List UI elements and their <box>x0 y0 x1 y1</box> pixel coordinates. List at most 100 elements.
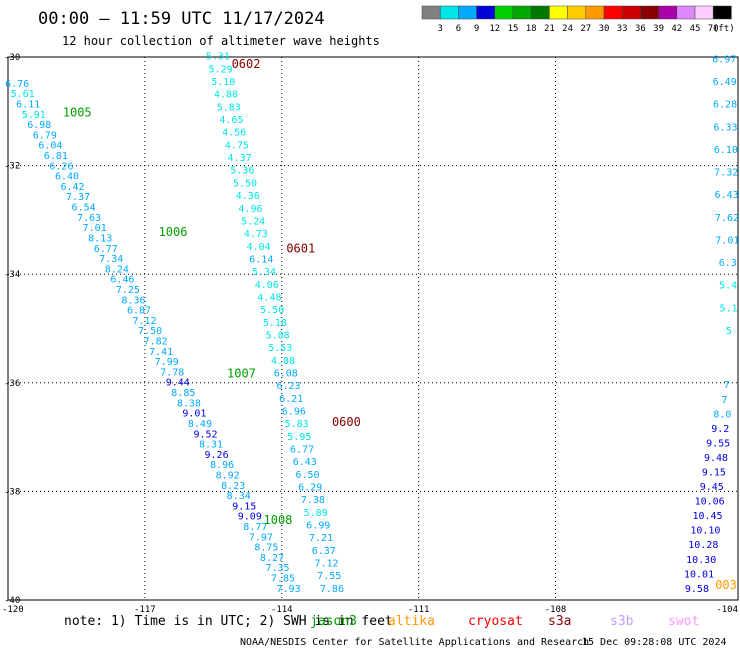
swh-data-point: 4.06 <box>255 280 279 291</box>
satellite-label-s3a: s3a <box>548 614 571 629</box>
legend-label: 9 <box>474 24 479 34</box>
chart-subtitle: 12 hour collection of altimeter wave hei… <box>62 34 380 48</box>
legend-swatch <box>458 5 477 20</box>
legend-label: 33 <box>617 24 628 34</box>
swh-data-point: 5.34 <box>252 267 276 278</box>
swh-data-point: 8.24 <box>105 264 129 275</box>
y-tick-label: -34 <box>4 270 20 280</box>
y-tick-label: -38 <box>4 487 20 497</box>
swh-data-point: 4.88 <box>271 356 295 367</box>
swh-data-point: 9.45 <box>700 482 724 493</box>
legend-label: 27 <box>580 24 591 34</box>
swh-data-point: 9.2 <box>711 424 729 435</box>
swh-data-point: 10.01 <box>684 569 714 580</box>
y-tick-label: -30 <box>4 53 20 63</box>
swh-data-point: 9.48 <box>704 453 728 464</box>
x-axis-ticks: -120 -117 -114 -111 -108 -104 <box>2 605 738 615</box>
swh-data-point: 9.58 <box>685 584 709 595</box>
swh-data-point: 4.73 <box>244 229 268 240</box>
x-tick-label: -104 <box>716 605 738 615</box>
satellite-label-s3b: s3b <box>610 614 634 629</box>
swh-data-point: 5.31 <box>206 52 230 63</box>
swh-data-point: 8.38 <box>177 398 201 409</box>
chart-title: 00:00 — 11:59 UTC 11/17/2024 <box>38 9 325 29</box>
swh-data-point: 4.65 <box>219 115 243 126</box>
swh-data-point: 6.43 <box>715 190 739 201</box>
swh-data-point: 4.04 <box>247 242 271 253</box>
footnote: note: 1) Time is in UTC; 2) SWH is in fe… <box>64 614 393 629</box>
swh-data-point: 7.38 <box>301 495 325 506</box>
legend-label: 18 <box>526 24 537 34</box>
swh-data-point: 5.08 <box>266 330 290 341</box>
legend-label: 6 <box>456 24 461 34</box>
swh-data-point: 8.31 <box>199 440 223 451</box>
y-tick-label: -36 <box>4 379 20 389</box>
legend-swatch <box>603 5 623 20</box>
swh-data-point: 5.91 <box>22 110 46 121</box>
legend-swatch <box>585 5 605 20</box>
legend-label: 3 <box>437 24 442 34</box>
swh-data-point: 5.1 <box>719 303 737 314</box>
swh-data-point: 8.0 <box>713 409 731 420</box>
swh-data-point: 6.23 <box>276 381 300 392</box>
swh-data-point: 7.25 <box>116 285 140 296</box>
swh-data-point: 6.96 <box>282 406 306 417</box>
swh-data-point: 6.10 <box>714 145 738 156</box>
swh-data-point: 6.97 <box>712 54 736 65</box>
grid-lines <box>8 57 738 600</box>
satellite-legend: jason3 altika cryosat s3a s3b swot <box>310 614 699 629</box>
legend-label: 70 <box>708 24 719 34</box>
legend-swatch <box>567 5 587 20</box>
swh-data-point: 9.52 <box>193 429 217 440</box>
legend-swatch <box>658 5 678 20</box>
swh-data-point: 7.01 <box>83 223 107 234</box>
legend-label: 42 <box>671 24 682 34</box>
legend-swatch <box>476 5 496 20</box>
legend-label: 36 <box>635 24 646 34</box>
swh-data-point: 6.76 <box>5 79 29 90</box>
swh-data-point: 5.53 <box>268 343 292 354</box>
plot-frame <box>7 56 739 601</box>
swh-data-point: 6.37 <box>312 546 336 557</box>
swh-data-point: 6.33 <box>713 122 737 133</box>
swh-data-point: 6.98 <box>27 120 51 131</box>
swh-data-point: 4.48 <box>257 292 281 303</box>
swh-data-point: 5.95 <box>287 432 311 443</box>
y-tick-label: -40 <box>4 596 20 606</box>
swh-data-point: 6.28 <box>713 100 737 111</box>
swh-data-point: 6.54 <box>72 203 96 214</box>
legend-swatch <box>549 5 568 20</box>
swh-data-point: 6.50 <box>295 470 319 481</box>
swh-data-point: 10.28 <box>688 540 718 551</box>
swh-data-point: 7.78 <box>160 367 184 378</box>
swh-data-point: 9.15 <box>702 467 726 478</box>
swh-data-point: 4.36 <box>236 191 260 202</box>
swh-data-point: 4.75 <box>225 140 249 151</box>
track-time-label: 1008 <box>264 513 293 527</box>
legend-label: 12 <box>489 24 500 34</box>
swh-data-point: 6.29 <box>298 482 322 493</box>
generated-timestamp: 15 Dec 09:28:08 UTC 2024 <box>582 637 727 648</box>
legend-swatch <box>494 5 514 20</box>
swh-data-point: 6.77 <box>94 244 118 255</box>
x-tick-label: -117 <box>134 605 156 615</box>
swh-data-point: 7.12 <box>314 559 338 570</box>
swh-data-point: 6.3 <box>719 258 737 269</box>
swh-data-point: 8.36 <box>121 295 145 306</box>
credit-line: NOAA/NESDIS Center for Satellite Applica… <box>240 637 589 648</box>
swh-data-point: 9.26 <box>205 450 229 461</box>
track-time-label: 0602 <box>232 57 261 71</box>
swh-data-point: 6.08 <box>274 368 298 379</box>
swh-data-point: 6.42 <box>60 182 84 193</box>
track-time-label: 0601 <box>286 241 315 255</box>
swh-data-point: 4.96 <box>238 204 262 215</box>
swh-data-point: 7.97 <box>249 532 273 543</box>
legend-swatch <box>530 5 550 20</box>
swh-data-point: 8.75 <box>254 543 278 554</box>
x-tick-label: -114 <box>271 605 293 615</box>
swh-data-point: 8.49 <box>188 419 212 430</box>
satellite-label-jason3: jason3 <box>310 614 357 629</box>
swh-data-point: 6.49 <box>713 77 737 88</box>
track-time-label: 1005 <box>63 106 92 120</box>
